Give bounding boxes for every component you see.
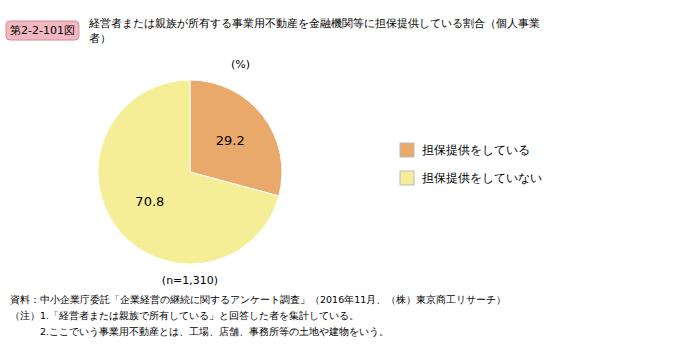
legend-label: 担保提供をしている (422, 143, 530, 157)
annotation: (%) (231, 58, 250, 71)
legend: 担保提供をしている担保提供をしていない (400, 143, 542, 186)
data-label: 70.8 (135, 194, 164, 209)
figure-label-text: 第2-2-101図 (10, 24, 75, 37)
note: （注）1.「経営者または親族で所有している」と回答した者を集計している。 (10, 310, 359, 321)
title: 者） (89, 32, 111, 45)
chart: 第2-2-101図経営者または親族が所有する事業用不動産を金融機関等に担保提供し… (0, 0, 686, 344)
legend-item: 担保提供をしていない (400, 171, 542, 186)
pie (98, 80, 282, 264)
pie-slice (98, 80, 279, 264)
figure-label-box (6, 21, 79, 40)
figure-label: 第2-2-101図 (6, 21, 79, 40)
data-labels: 29.2 70.8 (135, 133, 244, 210)
legend-swatch (400, 171, 414, 185)
legend-swatch (400, 143, 414, 157)
note: 資料：中小企業庁委託「企業経営の継続に関するアンケート調査」（2016年11月、… (10, 294, 506, 305)
title: 経営者または親族が所有する事業用不動産を金融機関等に担保提供している割合（個人事… (88, 17, 540, 30)
note: 2.ここでいう事業用不動産とは、工場、店舗、事務所等の土地や建物をいう。 (10, 326, 389, 337)
legend-item: 担保提供をしている (400, 143, 530, 158)
annotation: (n=1,310) (162, 274, 218, 287)
legend-label: 担保提供をしていない (422, 171, 542, 185)
data-label: 29.2 (216, 133, 245, 148)
